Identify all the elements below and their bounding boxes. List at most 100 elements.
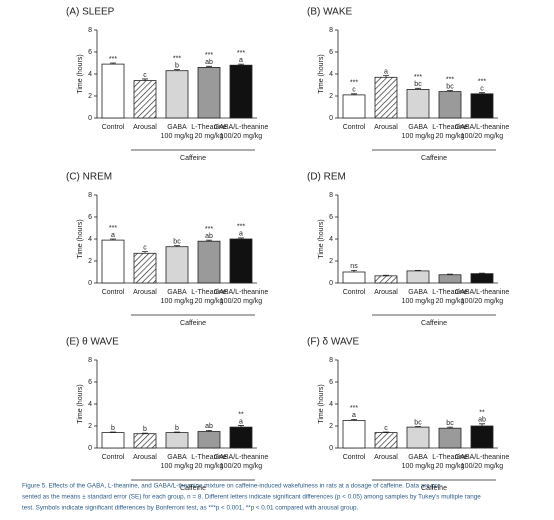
bar — [470, 425, 494, 449]
x-tick-label: Control — [102, 124, 125, 131]
error-bar — [383, 431, 389, 433]
error-bar — [142, 432, 148, 434]
y-tick-label: 2 — [88, 93, 92, 100]
x-tick-label: 100/20 mg/kg — [461, 298, 504, 305]
x-tick-label: GABA/L-theanine — [455, 454, 510, 461]
bar — [438, 274, 462, 284]
significance-label: a — [239, 231, 243, 238]
x-tick-label: 100/20 mg/kg — [220, 133, 263, 140]
x-tick-label: GABA/L-theanine — [214, 289, 269, 296]
significance-label: ab — [205, 423, 213, 430]
y-tick-label: 0 — [329, 115, 333, 122]
bar — [197, 67, 221, 119]
group-label: Caffeine — [180, 320, 206, 327]
y-tick-label: 6 — [329, 49, 333, 56]
error-bar — [206, 239, 212, 242]
group-label: Caffeine — [421, 320, 447, 327]
y-axis-label: Time (hours) — [77, 384, 84, 423]
error-bar — [174, 431, 180, 433]
bar — [374, 275, 398, 284]
significance-label: *** — [173, 55, 181, 62]
y-tick-label: 2 — [329, 423, 333, 430]
error-bar — [238, 237, 244, 239]
x-tick-label: 20 mg/kg — [436, 298, 465, 305]
error-bar — [206, 430, 212, 432]
bar — [342, 94, 366, 119]
significance-label: bc — [173, 238, 181, 245]
bar — [197, 431, 221, 449]
x-tick-label: GABA — [408, 289, 428, 296]
y-tick-label: 4 — [329, 401, 333, 408]
significance-label: ab — [205, 59, 213, 66]
bar — [406, 270, 430, 284]
error-bar — [383, 75, 389, 78]
significance-label: *** — [109, 225, 117, 232]
error-bar — [238, 63, 244, 66]
significance-label: c — [143, 244, 147, 251]
y-tick-label: 2 — [329, 258, 333, 265]
significance-label: bc — [414, 81, 422, 88]
significance-label: *** — [446, 76, 454, 83]
bar — [438, 427, 462, 449]
error-bar — [447, 90, 453, 92]
x-tick-label: GABA — [167, 124, 187, 131]
error-bar — [479, 423, 485, 426]
x-tick-label: GABA — [408, 454, 428, 461]
error-bar — [142, 78, 148, 81]
significance-label: a — [111, 232, 115, 239]
y-tick-label: 0 — [329, 280, 333, 287]
x-tick-label: GABA/L-theanine — [455, 124, 510, 131]
significance-label: c — [352, 87, 356, 94]
x-tick-label: Control — [102, 289, 125, 296]
x-tick-label: L-Theanine — [432, 124, 468, 131]
caption-line: sented as the means ± standard error (SE… — [22, 494, 481, 501]
error-bar — [415, 269, 421, 271]
bar — [165, 432, 189, 449]
y-tick-label: 6 — [329, 379, 333, 386]
x-tick-label: Arousal — [133, 289, 157, 296]
y-tick-label: 2 — [329, 93, 333, 100]
y-tick-label: 8 — [88, 27, 92, 34]
significance-label: a — [239, 57, 243, 64]
error-bar — [174, 69, 180, 71]
significance-label: *** — [478, 79, 486, 86]
x-tick-label: GABA — [408, 124, 428, 131]
y-tick-label: 8 — [329, 27, 333, 34]
x-tick-label: L-Theanine — [191, 124, 227, 131]
x-tick-label: GABA/L-theanine — [455, 289, 510, 296]
x-tick-label: Arousal — [374, 124, 398, 131]
bar — [406, 89, 430, 119]
significance-label: *** — [205, 52, 213, 59]
bar — [374, 76, 398, 119]
error-bar — [415, 87, 421, 90]
x-tick-label: 100/20 mg/kg — [461, 133, 504, 140]
significance-label: b — [175, 425, 179, 432]
significance-label: *** — [237, 50, 245, 57]
significance-label: a — [352, 412, 356, 419]
bar — [101, 239, 125, 284]
panel-title: (D) REM — [307, 172, 346, 183]
bar — [229, 238, 253, 284]
significance-label: *** — [414, 74, 422, 81]
y-tick-label: 6 — [88, 214, 92, 221]
bar — [101, 63, 125, 119]
x-tick-label: L-Theanine — [191, 289, 227, 296]
error-bar — [415, 426, 421, 428]
x-tick-label: GABA — [167, 454, 187, 461]
error-bar — [238, 425, 244, 428]
significance-label: ab — [478, 417, 486, 424]
y-tick-label: 8 — [329, 192, 333, 199]
x-tick-label: GABA/L-theanine — [214, 454, 269, 461]
y-tick-label: 2 — [88, 258, 92, 265]
x-tick-label: 100 mg/kg — [402, 133, 435, 140]
y-tick-label: 4 — [88, 236, 92, 243]
y-axis-label: Time (hours) — [318, 54, 325, 93]
significance-label: b — [111, 425, 115, 432]
x-tick-label: 100 mg/kg — [402, 463, 435, 470]
bar — [470, 273, 494, 284]
panel-title: (C) NREM — [66, 172, 112, 183]
error-bar — [479, 92, 485, 94]
x-tick-label: 100/20 mg/kg — [220, 463, 263, 470]
significance-label: a — [239, 418, 243, 425]
x-tick-label: 20 mg/kg — [436, 463, 465, 470]
